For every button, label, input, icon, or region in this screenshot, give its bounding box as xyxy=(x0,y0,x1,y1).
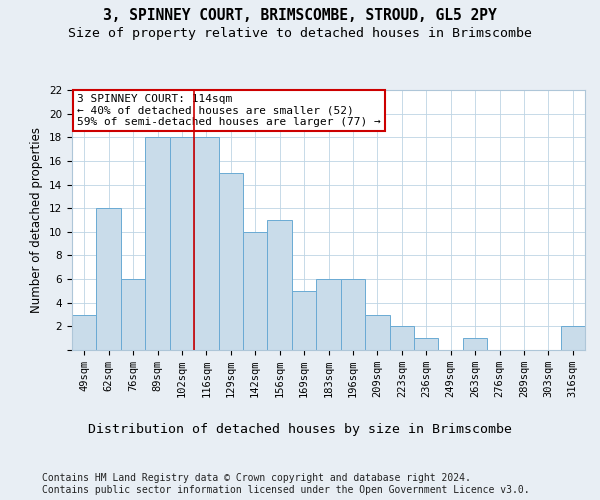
Bar xyxy=(292,291,316,350)
Bar xyxy=(97,208,121,350)
Bar xyxy=(414,338,439,350)
Bar xyxy=(389,326,414,350)
Text: Size of property relative to detached houses in Brimscombe: Size of property relative to detached ho… xyxy=(68,28,532,40)
Bar xyxy=(218,172,243,350)
Text: Contains HM Land Registry data © Crown copyright and database right 2024.
Contai: Contains HM Land Registry data © Crown c… xyxy=(42,474,530,495)
Bar xyxy=(170,138,194,350)
Bar xyxy=(72,314,97,350)
Bar xyxy=(365,314,389,350)
Y-axis label: Number of detached properties: Number of detached properties xyxy=(31,127,43,313)
Text: Distribution of detached houses by size in Brimscombe: Distribution of detached houses by size … xyxy=(88,422,512,436)
Bar xyxy=(243,232,268,350)
Bar xyxy=(560,326,585,350)
Bar xyxy=(268,220,292,350)
Bar xyxy=(145,138,170,350)
Bar xyxy=(316,279,341,350)
Text: 3 SPINNEY COURT: 114sqm
← 40% of detached houses are smaller (52)
59% of semi-de: 3 SPINNEY COURT: 114sqm ← 40% of detache… xyxy=(77,94,381,127)
Text: 3, SPINNEY COURT, BRIMSCOMBE, STROUD, GL5 2PY: 3, SPINNEY COURT, BRIMSCOMBE, STROUD, GL… xyxy=(103,8,497,22)
Bar xyxy=(194,138,218,350)
Bar xyxy=(463,338,487,350)
Bar xyxy=(121,279,145,350)
Bar xyxy=(341,279,365,350)
